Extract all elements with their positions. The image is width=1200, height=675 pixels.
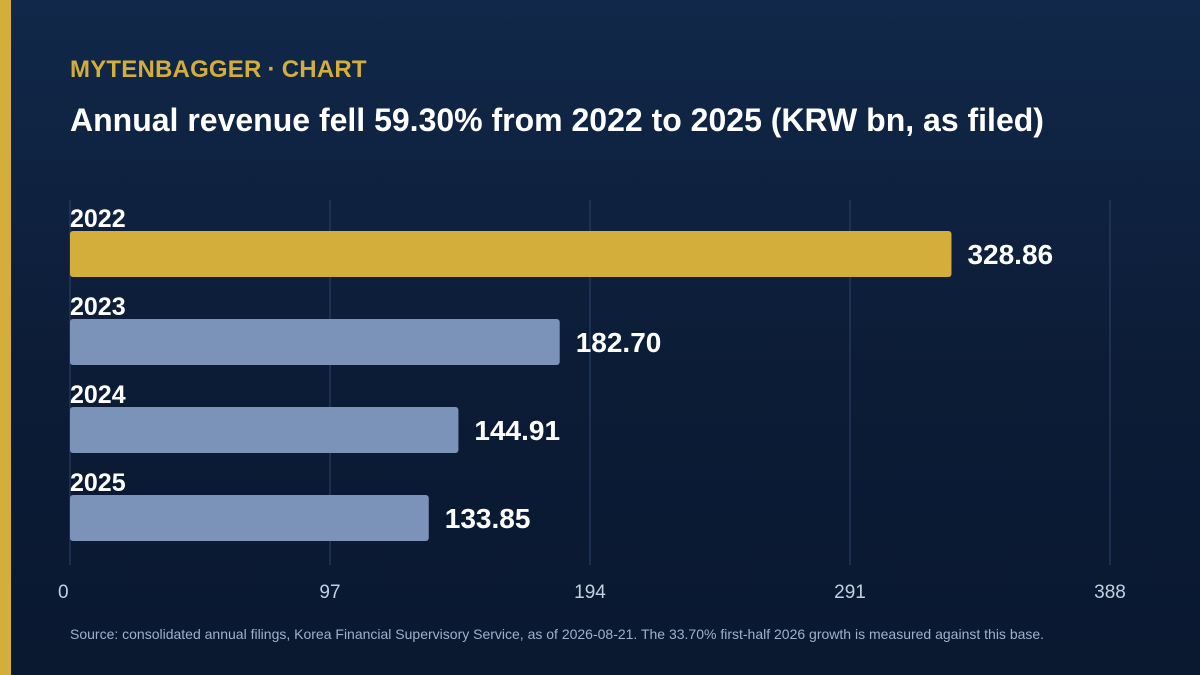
brand-name: MYTENBAGGER xyxy=(70,56,262,83)
category-label: 2022 xyxy=(70,205,126,233)
category-label: 2023 xyxy=(70,293,126,321)
value-label: 144.91 xyxy=(474,415,560,446)
source-note: Source: consolidated annual filings, Kor… xyxy=(70,626,1045,642)
brand-separator: · xyxy=(267,56,276,83)
brand-line: MYTENBAGGER · CHART xyxy=(70,56,367,84)
brand-section: CHART xyxy=(281,56,367,83)
value-label: 328.86 xyxy=(967,239,1053,270)
bar-2025 xyxy=(70,495,429,541)
x-tick-label: 388 xyxy=(1094,582,1126,603)
bar-chart: 2022 328.86 2023 182.70 2024 144.91 2025 133.85… xyxy=(58,200,1126,603)
bar-2023 xyxy=(70,319,560,365)
value-label: 133.85 xyxy=(445,503,531,534)
x-tick-label: 291 xyxy=(834,582,866,603)
x-tick-label: 97 xyxy=(319,582,340,603)
chart-title: Annual revenue fell 59.30% from 2022 to … xyxy=(70,102,1044,138)
x-tick-label: 194 xyxy=(574,582,606,603)
bar-2024 xyxy=(70,407,459,453)
x-axis-ticks: 0 97 194 291 388 xyxy=(58,582,1126,603)
bars: 2022 328.86 2023 182.70 2024 144.91 2025 133.85 xyxy=(70,205,1053,541)
value-label: 182.70 xyxy=(576,327,662,358)
accent-stripe xyxy=(0,0,11,675)
category-label: 2024 xyxy=(70,381,126,409)
x-tick-label: 0 xyxy=(58,582,69,603)
bar-2022 xyxy=(70,231,952,277)
category-label: 2025 xyxy=(70,469,126,497)
